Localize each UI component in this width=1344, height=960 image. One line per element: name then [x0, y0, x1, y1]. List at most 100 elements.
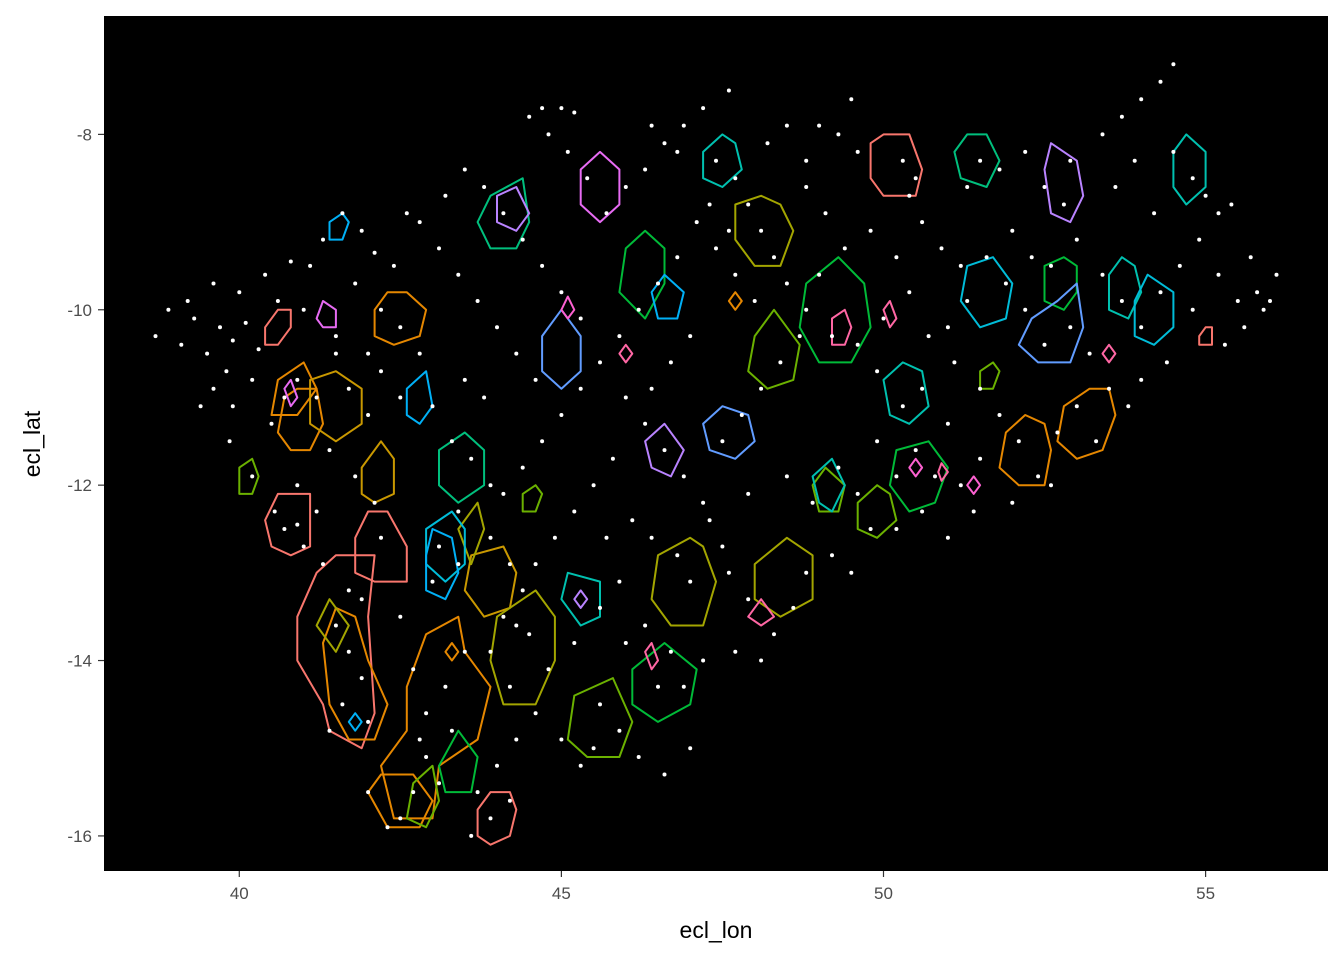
data-point — [333, 351, 338, 356]
density-contour — [1101, 343, 1117, 364]
density-contour — [869, 133, 924, 197]
data-point — [746, 202, 751, 207]
data-point — [353, 474, 358, 479]
density-contour — [1198, 326, 1213, 346]
data-point — [578, 386, 583, 391]
density-contour — [1108, 256, 1143, 320]
data-point — [301, 307, 306, 312]
data-point — [443, 193, 448, 198]
data-point — [868, 228, 873, 233]
data-point — [585, 176, 590, 181]
data-point — [623, 641, 628, 645]
data-point — [430, 404, 435, 409]
data-point — [559, 290, 564, 295]
density-contour — [811, 457, 846, 513]
data-point — [1074, 237, 1079, 242]
data-point — [675, 255, 680, 260]
data-point — [894, 474, 899, 479]
data-point — [404, 211, 409, 216]
density-contour — [747, 598, 775, 627]
data-point — [900, 158, 905, 163]
data-point — [437, 544, 441, 549]
x-tick-label: 50 — [874, 884, 893, 903]
data-point — [166, 307, 171, 312]
data-point — [314, 395, 319, 400]
density-contour — [405, 764, 440, 829]
density-contour — [541, 308, 582, 390]
data-point — [282, 527, 287, 531]
data-point — [920, 220, 925, 225]
data-point — [482, 185, 487, 189]
density-contour — [1133, 273, 1175, 346]
data-point — [1152, 211, 1157, 216]
density-contour — [457, 501, 486, 566]
data-point — [643, 623, 648, 628]
density-contour — [650, 536, 717, 627]
data-point — [1074, 404, 1079, 409]
data-point — [1171, 149, 1176, 154]
data-point — [475, 299, 480, 303]
x-axis: 40 45 50 55 — [230, 871, 1215, 903]
data-point — [617, 579, 622, 584]
data-point — [417, 737, 422, 742]
data-point — [1216, 211, 1221, 216]
data-point — [714, 158, 718, 163]
data-point — [784, 123, 789, 128]
density-contour — [496, 186, 531, 232]
data-point — [552, 535, 557, 540]
data-point — [443, 684, 448, 689]
data-point — [604, 535, 609, 540]
data-point — [688, 334, 693, 339]
density-contour — [425, 528, 460, 601]
data-point — [714, 246, 718, 251]
data-point — [875, 439, 880, 444]
data-point — [398, 325, 403, 330]
data-point — [945, 325, 950, 330]
data-point — [1113, 185, 1118, 189]
data-point — [1158, 79, 1163, 84]
data-point — [1055, 430, 1060, 435]
data-point — [784, 474, 789, 479]
data-point — [958, 263, 963, 268]
data-point — [759, 386, 764, 391]
data-point — [907, 290, 912, 295]
density-contour — [315, 598, 350, 653]
data-point — [881, 316, 886, 321]
data-point — [939, 246, 944, 251]
density-contour — [521, 484, 544, 513]
data-point — [398, 614, 403, 619]
data-point — [514, 623, 519, 628]
data-point — [308, 263, 313, 268]
data-point — [1203, 193, 1208, 198]
density-contour — [882, 361, 930, 425]
data-point — [855, 342, 860, 347]
data-point — [804, 158, 809, 163]
data-point — [501, 211, 506, 216]
data-point — [591, 746, 596, 751]
y-tick-label: -14 — [67, 652, 92, 671]
data-point — [462, 649, 467, 654]
density-contour — [727, 291, 743, 311]
data-point — [1126, 404, 1131, 409]
density-contour — [753, 536, 814, 618]
data-point — [340, 211, 345, 216]
data-point — [1139, 377, 1144, 382]
density-contour — [347, 712, 363, 732]
y-axis: -8 -10 -12 -14 -16 — [67, 125, 104, 846]
x-tick-label: 45 — [552, 884, 571, 903]
data-point — [488, 649, 493, 654]
data-point — [701, 106, 706, 111]
data-point — [372, 250, 377, 255]
data-point — [456, 509, 461, 514]
data-point — [623, 395, 628, 400]
data-point — [1094, 439, 1099, 444]
density-contour — [702, 405, 756, 460]
data-point — [617, 334, 622, 339]
data-point — [804, 307, 809, 312]
data-point — [185, 299, 190, 303]
data-point — [1242, 325, 1247, 330]
data-point — [649, 386, 654, 391]
data-point — [997, 413, 1002, 417]
data-point — [1107, 386, 1111, 391]
